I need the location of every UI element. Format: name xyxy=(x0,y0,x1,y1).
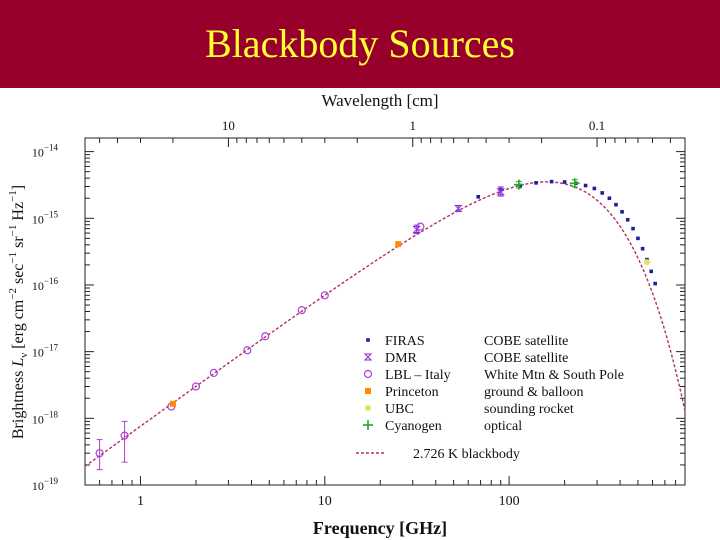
data-point xyxy=(320,291,329,300)
y-tick-label: 10−14 xyxy=(32,143,59,160)
series-cyanogen xyxy=(513,178,580,190)
data-point xyxy=(583,183,588,188)
data-point xyxy=(95,449,104,458)
data-point xyxy=(625,217,630,222)
data-point xyxy=(513,179,524,190)
data-point xyxy=(631,226,635,231)
legend-source: ground & balloon xyxy=(484,385,584,400)
data-point xyxy=(412,225,421,233)
data-point xyxy=(191,382,201,391)
x2-tick-label: 10 xyxy=(222,118,235,133)
legend-marker xyxy=(363,369,373,379)
title-banner: Blackbody Sources xyxy=(0,0,720,88)
legend-source: optical xyxy=(484,419,522,434)
x-axis-label: Frequency [GHz] xyxy=(313,518,447,538)
data-point xyxy=(569,178,580,189)
x2-axis-label: Wavelength [cm] xyxy=(321,91,438,110)
data-point xyxy=(416,222,425,231)
data-point xyxy=(653,281,657,286)
legend-marker xyxy=(366,338,370,342)
legend-name: FIRAS xyxy=(385,334,425,349)
hourglass xyxy=(496,188,505,196)
legend-curve-name: 2.726 K blackbody xyxy=(413,447,520,462)
x-tick-label: 10 xyxy=(318,494,332,509)
data-point xyxy=(243,346,252,355)
data-point xyxy=(549,179,554,184)
hourglass xyxy=(363,353,373,361)
x2-tick-label: 1 xyxy=(409,118,416,133)
series-dmr xyxy=(412,186,505,235)
x2-tick-label: 0.1 xyxy=(589,118,605,133)
data-point xyxy=(395,241,402,248)
legend: FIRAS COBE satellite DMR COBE satellite LBL … xyxy=(356,334,624,462)
data-point xyxy=(534,181,538,185)
legend-source: COBE satellite xyxy=(484,334,568,349)
data-point xyxy=(454,205,463,213)
data-point xyxy=(120,431,129,440)
data-marks xyxy=(95,178,657,471)
hourglass xyxy=(412,225,421,233)
y-tick-label: 10−19 xyxy=(32,476,59,493)
data-point xyxy=(592,186,597,191)
data-point xyxy=(476,195,481,199)
data-point xyxy=(169,400,176,407)
legend-name: Princeton xyxy=(385,385,439,400)
legend-marker xyxy=(363,420,373,430)
y-tick-label: 10−17 xyxy=(32,343,59,360)
legend-name: LBL – Italy xyxy=(385,368,451,383)
data-point xyxy=(636,236,640,241)
axis-ticks: 1 10 100 10 1 0.1 10−19 10−18 10−17 10−16 10−15 10−… xyxy=(32,118,686,509)
y-tick-label: 10−16 xyxy=(32,276,59,293)
legend-marker xyxy=(365,405,371,411)
data-point xyxy=(562,180,567,184)
data-point xyxy=(614,202,618,207)
legend-source: sounding rocket xyxy=(484,402,574,417)
blackbody-curve-layer xyxy=(84,181,686,467)
legend-source: White Mtn & South Pole xyxy=(484,368,624,383)
legend-name: DMR xyxy=(385,351,418,366)
data-point xyxy=(518,183,523,188)
y-tick-label: 10−18 xyxy=(32,409,59,426)
series-lbl-italy xyxy=(95,222,425,471)
data-point xyxy=(261,332,270,341)
data-point xyxy=(620,210,624,214)
data-point xyxy=(297,305,306,315)
x-tick-label: 100 xyxy=(499,494,520,509)
data-point xyxy=(496,188,505,196)
legend-name: UBC xyxy=(385,402,414,417)
data-point xyxy=(640,246,645,251)
legend-name: Cyanogen xyxy=(385,419,442,434)
slide-title: Blackbody Sources xyxy=(205,21,515,66)
blackbody-curve xyxy=(84,181,686,467)
data-point xyxy=(649,269,653,274)
y-tick-label: 10−15 xyxy=(32,209,59,226)
data-point xyxy=(644,259,651,266)
x-tick-label: 1 xyxy=(137,494,144,509)
data-point xyxy=(607,196,612,201)
legend-source: COBE satellite xyxy=(484,351,568,366)
hourglass xyxy=(454,205,463,213)
y-axis-label: Brightness Lν [erg cm−2 sec−1 sr−1 Hz−1] xyxy=(7,185,30,439)
series-princeton xyxy=(169,241,402,407)
legend-marker xyxy=(365,388,371,394)
data-point xyxy=(600,191,605,195)
series-ubc xyxy=(644,259,651,266)
legend-marker xyxy=(363,353,373,361)
data-point xyxy=(209,368,218,377)
